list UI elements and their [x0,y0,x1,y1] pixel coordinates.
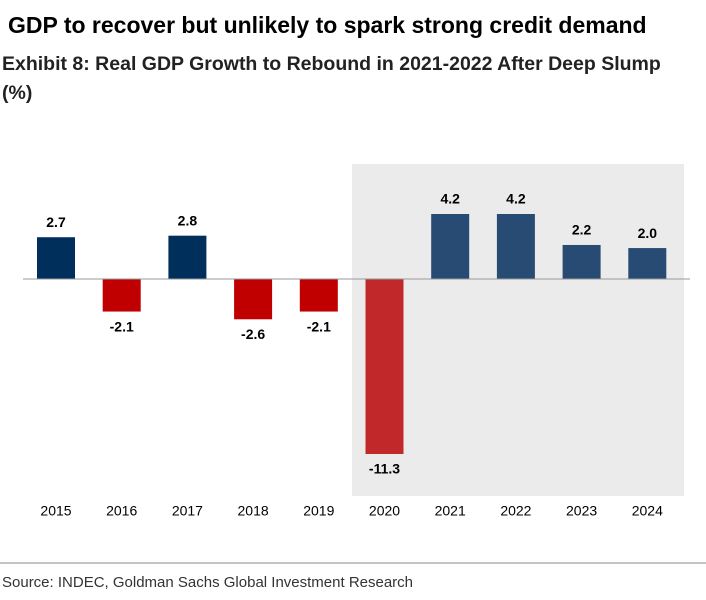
bar [365,279,404,454]
value-label: -2.1 [307,318,331,334]
x-tick-label: 2020 [369,503,400,519]
x-tick-label: 2015 [40,503,71,519]
value-label: 2.2 [572,222,592,238]
x-tick-label: 2016 [106,503,137,519]
x-tick-label: 2022 [500,503,531,519]
bar [299,279,338,312]
value-label: -2.6 [241,326,265,342]
bar [102,279,141,312]
x-tick-label: 2023 [566,503,597,519]
bar [496,214,535,280]
value-label: 2.7 [46,214,66,230]
bar [562,244,601,280]
chart-subtitle: Exhibit 8: Real GDP Growth to Rebound in… [2,53,661,104]
bar [37,237,75,280]
x-tick-label: 2024 [632,503,663,519]
value-label: 2.8 [178,212,198,228]
bar [431,214,470,280]
x-tick-label: 2017 [172,503,203,519]
chart-title: GDP to recover but unlikely to spark str… [8,12,647,38]
bar [628,248,667,280]
x-tick-label: 2021 [435,503,466,519]
value-label: -2.1 [110,318,134,334]
bar [168,235,207,280]
value-label: 4.2 [506,191,526,207]
x-tick-label: 2018 [238,503,269,519]
x-tick-label: 2019 [303,503,334,519]
bar [234,279,273,320]
source-note: Source: INDEC, Goldman Sachs Global Inve… [2,574,414,591]
value-label: 2.0 [638,225,658,241]
value-label: -11.3 [369,461,400,477]
value-label: 4.2 [440,191,460,207]
